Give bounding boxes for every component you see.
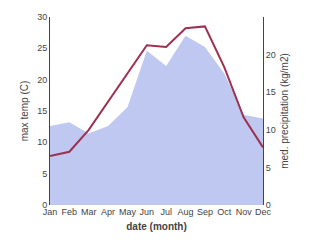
svg-text:5: 5 xyxy=(266,163,271,173)
svg-text:Oct: Oct xyxy=(217,207,232,217)
svg-text:May: May xyxy=(119,207,137,217)
svg-text:10: 10 xyxy=(37,137,47,147)
svg-text:Jul: Jul xyxy=(160,207,172,217)
svg-text:max temp (C): max temp (C) xyxy=(19,81,30,142)
svg-text:Mar: Mar xyxy=(81,207,97,217)
svg-text:25: 25 xyxy=(37,43,47,53)
svg-text:5: 5 xyxy=(42,169,47,179)
svg-text:15: 15 xyxy=(37,106,47,116)
svg-text:Dec: Dec xyxy=(255,207,272,217)
svg-text:20: 20 xyxy=(266,50,276,60)
svg-text:30: 30 xyxy=(37,12,47,22)
svg-text:0: 0 xyxy=(266,200,271,210)
svg-text:med. precipitation (kg/m2): med. precipitation (kg/m2) xyxy=(279,53,290,169)
svg-text:Jan: Jan xyxy=(43,207,58,217)
svg-text:Sep: Sep xyxy=(197,207,213,217)
svg-text:Jun: Jun xyxy=(140,207,155,217)
svg-text:Feb: Feb xyxy=(62,207,78,217)
svg-text:Nov: Nov xyxy=(236,207,253,217)
svg-text:Aug: Aug xyxy=(178,207,194,217)
svg-text:0: 0 xyxy=(42,200,47,210)
svg-text:20: 20 xyxy=(37,75,47,85)
svg-text:Apr: Apr xyxy=(101,207,115,217)
svg-text:15: 15 xyxy=(266,87,276,97)
svg-text:date (month): date (month) xyxy=(126,221,187,232)
svg-text:10: 10 xyxy=(266,125,276,135)
